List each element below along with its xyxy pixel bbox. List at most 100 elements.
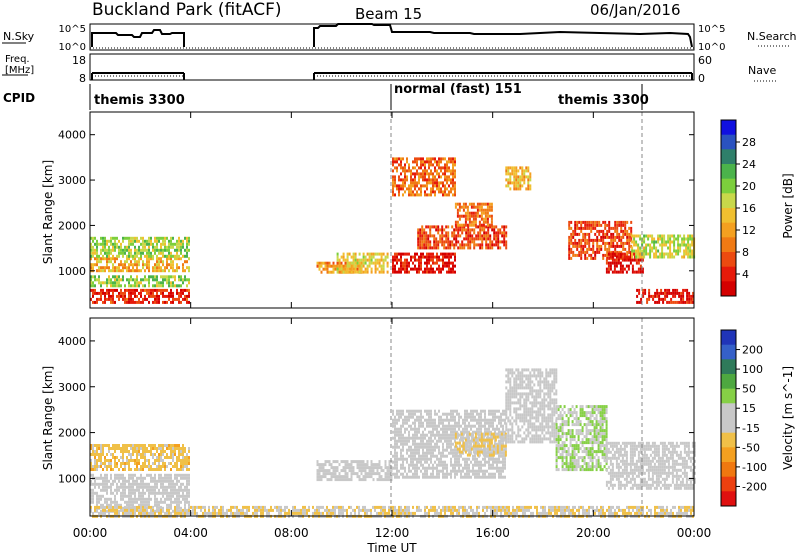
velocity-cell bbox=[142, 462, 144, 465]
power-cell bbox=[659, 237, 662, 241]
power-cell bbox=[150, 254, 152, 258]
power-cell bbox=[90, 263, 92, 267]
velocity-cell bbox=[454, 430, 456, 434]
velocity-cell bbox=[124, 465, 126, 468]
power-cell bbox=[455, 237, 458, 241]
power-cell bbox=[100, 269, 102, 273]
power-cell bbox=[606, 253, 609, 257]
velocity-cell bbox=[490, 466, 492, 470]
power-cell bbox=[414, 160, 416, 164]
velocity-cell bbox=[98, 485, 100, 489]
power-cell bbox=[588, 247, 591, 251]
power-cell bbox=[134, 269, 136, 273]
power-cell bbox=[404, 252, 406, 256]
velocity-cell bbox=[96, 462, 98, 465]
velocity-cell bbox=[519, 392, 522, 396]
power-cell bbox=[360, 267, 363, 271]
velocity-cell bbox=[124, 494, 126, 498]
velocity-cell bbox=[124, 450, 126, 453]
velocity-cell bbox=[416, 475, 418, 479]
velocity-cell bbox=[350, 463, 353, 467]
velocity-cell bbox=[180, 473, 182, 477]
power-cell bbox=[438, 255, 440, 259]
power-cell bbox=[408, 166, 410, 170]
power-cell bbox=[617, 252, 620, 256]
velocity-cell bbox=[166, 485, 168, 489]
velocity-cell bbox=[478, 448, 480, 452]
power-cell bbox=[144, 254, 146, 258]
power-cell bbox=[427, 237, 430, 241]
velocity-cell bbox=[118, 447, 120, 450]
power-cell bbox=[633, 234, 636, 238]
velocity-cell bbox=[533, 416, 536, 420]
power-cell bbox=[666, 288, 669, 292]
power-cell bbox=[584, 253, 587, 257]
power-cell bbox=[104, 248, 106, 252]
power-cell bbox=[146, 266, 148, 270]
velocity-cell bbox=[140, 476, 142, 480]
power-cell bbox=[466, 223, 469, 227]
velocity-cell bbox=[320, 463, 323, 467]
velocity-cell bbox=[529, 380, 532, 384]
power-cell bbox=[439, 234, 442, 238]
velocity-cell bbox=[122, 488, 124, 492]
power-cell bbox=[182, 297, 184, 301]
power-cell bbox=[170, 242, 172, 246]
power-cell bbox=[132, 278, 134, 282]
power-cell bbox=[622, 241, 625, 245]
power-cell bbox=[655, 249, 658, 253]
velocity-cell bbox=[438, 439, 440, 443]
velocity-cell bbox=[474, 418, 476, 422]
power-cell bbox=[128, 251, 130, 255]
power-cell bbox=[454, 169, 456, 173]
power-cell bbox=[584, 226, 587, 230]
velocity-cell bbox=[478, 472, 480, 476]
power-cell bbox=[614, 250, 617, 254]
velocity-cell bbox=[404, 439, 406, 443]
velocity-cell bbox=[402, 454, 404, 458]
power-cell bbox=[158, 297, 160, 301]
power-cell bbox=[160, 284, 162, 288]
velocity-cell bbox=[412, 439, 414, 443]
power-cell bbox=[596, 223, 599, 227]
power-cell bbox=[580, 253, 583, 257]
power-cell bbox=[443, 234, 446, 238]
power-cell bbox=[100, 281, 102, 285]
nsearch-tick-top: 10^5 bbox=[698, 24, 725, 35]
velocity-cell bbox=[90, 488, 92, 492]
power-cell bbox=[625, 264, 628, 268]
velocity-cell bbox=[531, 428, 534, 432]
velocity-cell bbox=[146, 500, 148, 504]
power-cell bbox=[480, 223, 483, 227]
velocity-cell bbox=[504, 421, 506, 425]
power-cell bbox=[110, 248, 112, 252]
velocity-cell bbox=[410, 460, 412, 464]
power-cell bbox=[164, 236, 166, 240]
velocity-cell bbox=[533, 398, 536, 402]
velocity-cell bbox=[517, 371, 520, 375]
velocity-cell bbox=[472, 418, 474, 422]
velocity-cell bbox=[505, 413, 508, 417]
velocity-cell bbox=[492, 418, 494, 422]
power-cell bbox=[658, 300, 661, 304]
power-cell bbox=[646, 297, 649, 301]
power-cell bbox=[570, 241, 573, 245]
power-cell bbox=[609, 261, 612, 265]
power-cell bbox=[182, 266, 184, 270]
power-cell bbox=[96, 297, 98, 301]
power-cell bbox=[420, 255, 422, 259]
power-cell bbox=[463, 243, 466, 247]
velocity-cell bbox=[176, 462, 178, 465]
power-cell bbox=[164, 254, 166, 258]
velocity-cell bbox=[406, 460, 408, 464]
velocity-cell bbox=[146, 450, 148, 453]
power-cell bbox=[653, 243, 656, 247]
power-cell bbox=[475, 243, 478, 247]
velocity-cell bbox=[430, 424, 432, 428]
velocity-cell bbox=[448, 424, 450, 428]
velocity-cell bbox=[537, 410, 540, 414]
velocity-cell bbox=[164, 500, 166, 504]
power-cell bbox=[572, 244, 575, 248]
velocity-cell bbox=[186, 468, 188, 471]
power-cell bbox=[376, 252, 379, 256]
